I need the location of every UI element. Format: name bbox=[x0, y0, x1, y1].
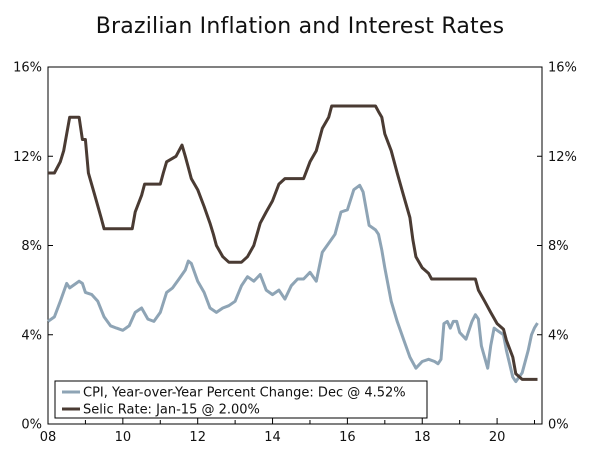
legend-label-cpi: CPI, Year-over-Year Percent Change: Dec … bbox=[83, 386, 406, 401]
y-tick-label-right-12: 12% bbox=[548, 150, 577, 165]
y-tick-label-left-8: 8% bbox=[21, 239, 42, 254]
x-tick-label-16: 16 bbox=[339, 430, 356, 445]
y-tick-label-left-16: 16% bbox=[13, 61, 42, 76]
series-layer bbox=[47, 104, 539, 384]
x-axis: 08 10 12 14 16 18 20 bbox=[40, 418, 536, 445]
y-tick-label-right-8: 8% bbox=[548, 239, 569, 254]
y-axis-left: 0% 4% 8% 12% 16% bbox=[13, 61, 53, 433]
plot-frame bbox=[47, 66, 543, 425]
y-tick-label-right-4: 4% bbox=[548, 328, 569, 343]
y-tick-label-right-16: 16% bbox=[548, 61, 577, 76]
y-tick-label-left-0: 0% bbox=[21, 418, 42, 433]
x-tick-label-10: 10 bbox=[115, 430, 132, 445]
series-line-cpi bbox=[47, 183, 539, 384]
x-tick-label-20: 20 bbox=[489, 430, 506, 445]
y-tick-label-left-4: 4% bbox=[21, 328, 42, 343]
y-tick-label-left-12: 12% bbox=[13, 150, 42, 165]
x-tick-label-12: 12 bbox=[189, 430, 206, 445]
x-tick-label-14: 14 bbox=[264, 430, 281, 445]
legend: CPI, Year-over-Year Percent Change: Dec … bbox=[54, 380, 428, 419]
x-tick-label-08: 08 bbox=[40, 430, 57, 445]
y-tick-label-right-0: 0% bbox=[548, 418, 569, 433]
x-tick-label-18: 18 bbox=[414, 430, 431, 445]
y-axis-right: 0% 4% 8% 12% 16% bbox=[537, 61, 577, 433]
legend-box bbox=[54, 380, 428, 419]
series-line-selic bbox=[48, 104, 538, 381]
legend-label-selic: Selic Rate: Jan-15 @ 2.00% bbox=[83, 403, 260, 418]
chart-title: Brazilian Inflation and Interest Rates bbox=[95, 14, 505, 39]
